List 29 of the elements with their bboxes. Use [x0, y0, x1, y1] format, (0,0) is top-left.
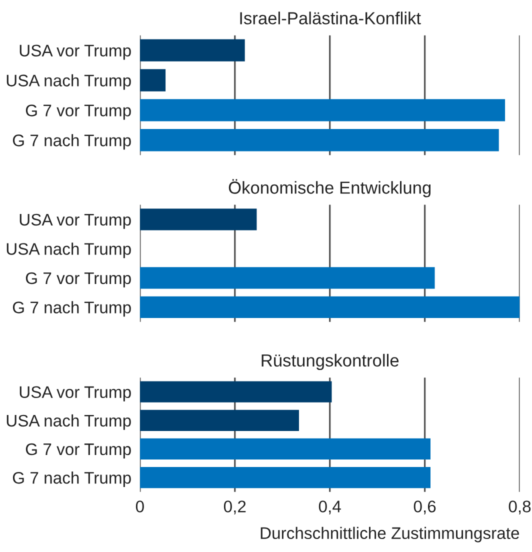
bar: [140, 69, 166, 92]
bar: [140, 99, 506, 122]
y-tick-label: G 7 nach Trump: [12, 134, 131, 150]
y-tick-label: USA nach Trump: [6, 414, 131, 430]
y-tick-label: G 7 vor Trump: [26, 443, 131, 458]
chart-title: Rüstungskontrolle: [262, 354, 399, 370]
x-axis-title: Durchschnittliche Zustimmungsrate: [260, 526, 520, 542]
x-tick-label: 0,8: [508, 500, 531, 514]
y-tick-label: G 7 vor Trump: [26, 104, 131, 120]
y-tick-label: USA nach Trump: [6, 74, 131, 90]
bar: [140, 438, 430, 460]
x-tick-label: 0,4: [318, 500, 341, 514]
y-tick-label: USA vor Trump: [20, 214, 131, 229]
chart-title: Israel-Palästina-Konflikt: [240, 12, 421, 24]
y-tick-label: USA vor Trump: [20, 44, 131, 60]
bar: [140, 39, 245, 62]
bar: [140, 466, 430, 488]
x-tick-label: 0: [136, 500, 144, 512]
y-tick-label: G 7 nach Trump: [12, 472, 131, 488]
y-tick-label: G 7 vor Trump: [26, 272, 131, 288]
bar: [140, 129, 499, 152]
bar: [140, 410, 299, 431]
y-tick-label: G 7 nach Trump: [12, 301, 131, 317]
x-tick-label: 0,2: [224, 500, 246, 514]
y-tick-label: USA nach Trump: [6, 242, 131, 258]
y-tick-label: USA vor Trump: [20, 386, 131, 402]
chart-title: Ökonomische Entwicklung: [228, 179, 431, 198]
bar: [140, 381, 332, 402]
x-tick-label: 0,6: [414, 500, 436, 514]
